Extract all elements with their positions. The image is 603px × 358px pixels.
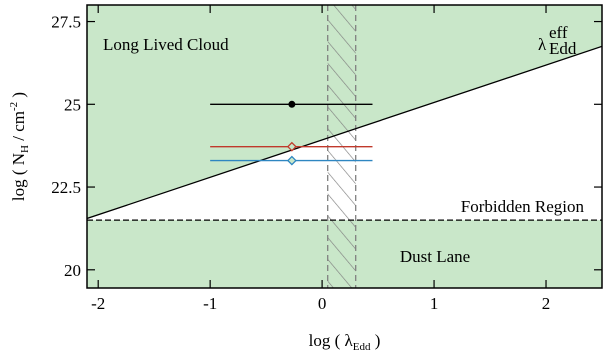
boundary-label-sup: eff [549, 23, 568, 42]
y-tick-label: 25 [64, 95, 81, 114]
y-axis-label-part: / cm [9, 111, 28, 145]
x-axis-label-part: ) [370, 331, 380, 350]
point [286, 141, 297, 152]
y-axis-label-part: -2 [8, 102, 20, 111]
x-tick-label: -2 [91, 294, 105, 313]
region-label: Long Lived Cloud [103, 35, 229, 54]
frame [86, 4, 603, 289]
y-tick-label: 20 [64, 261, 81, 280]
y-axis-label-part: ) [9, 92, 28, 102]
boundary-label: λ [538, 35, 547, 54]
point [288, 100, 296, 108]
boundary-label-sub: Edd [549, 39, 577, 58]
y-axis-label-part: H [19, 145, 31, 153]
x-axis-label-part: log ( λ [309, 331, 354, 350]
x-tick-label: 1 [430, 294, 439, 313]
x-tick-label: 2 [542, 294, 551, 313]
y-axis-label-part: log ( N [9, 153, 28, 201]
x-tick-label: 0 [318, 294, 327, 313]
y-tick-label: 22.5 [51, 178, 81, 197]
x-axis-label-part: Edd [353, 341, 371, 353]
x-tick-label: -1 [203, 294, 217, 313]
region-label: Dust Lane [400, 247, 470, 266]
boundary-line [87, 45, 602, 220]
plot-area [87, 5, 602, 288]
point [286, 155, 297, 166]
x-axis-label: log ( λEdd ) [309, 331, 381, 353]
y-axis-label: log ( NH / cm-2 ) [8, 92, 31, 201]
y-tick-label: 27.5 [51, 13, 81, 32]
forbidden-label: Forbidden Region [461, 197, 585, 216]
overlay: Long Lived Cloud Dust Lane Forbidden Regio… [8, 4, 603, 353]
